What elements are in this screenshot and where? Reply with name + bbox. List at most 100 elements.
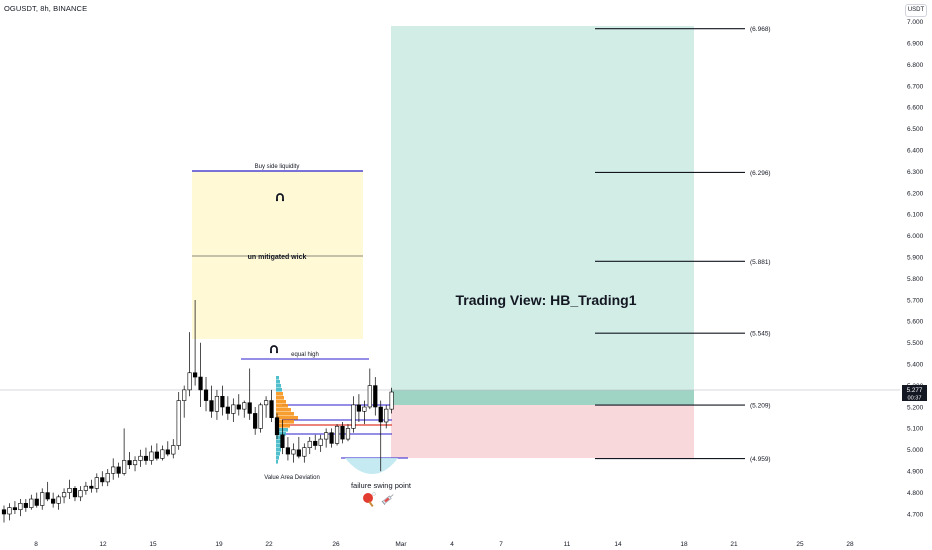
- price-tick-label: 6.800: [907, 62, 924, 69]
- candle-body: [367, 385, 372, 408]
- target-level-label: (4.959): [750, 456, 771, 463]
- time-tick-label: 19: [215, 541, 223, 548]
- candle-body: [105, 473, 110, 483]
- candle: [18, 499, 23, 517]
- candle-body: [313, 440, 318, 446]
- candle-body: [351, 404, 356, 429]
- entry-band: [391, 390, 694, 405]
- candle: [198, 342, 203, 407]
- candle-body: [258, 404, 263, 429]
- candle-body: [318, 438, 323, 446]
- candle: [12, 501, 18, 514]
- ping-pong-icon: [363, 492, 376, 508]
- profile-bar: [276, 376, 279, 380]
- candle: [187, 332, 192, 397]
- candle-body: [7, 507, 12, 515]
- candle: [209, 385, 214, 418]
- candles-group: [1, 300, 394, 523]
- candle: [34, 492, 39, 508]
- candle: [203, 377, 209, 412]
- time-tick-label: 18: [680, 541, 688, 548]
- candle: [127, 451, 132, 470]
- price-tick-label: 6.300: [907, 169, 924, 176]
- volume-profile: [276, 376, 298, 464]
- candle-body: [214, 395, 220, 412]
- profile-bar: [276, 424, 290, 428]
- candle: [285, 436, 291, 461]
- candle: [362, 400, 367, 425]
- time-axis[interactable]: 8 12 15 19 22 26 Mar 4 7 11 14 18 21 25 28: [34, 541, 854, 548]
- profile-bar: [276, 384, 281, 388]
- candle: [351, 396, 356, 433]
- candle-body: [242, 402, 247, 410]
- candle-body: [29, 498, 34, 508]
- candle: [61, 488, 67, 504]
- candle: [378, 400, 383, 472]
- profile-bar: [276, 392, 283, 396]
- candle: [116, 462, 121, 478]
- target-level-label: (5.881): [750, 259, 771, 266]
- candle: [389, 387, 394, 414]
- syringe-icon: [381, 494, 394, 505]
- price-tick-label: 5.700: [907, 297, 924, 304]
- time-tick-label: 22: [265, 541, 273, 548]
- profile-bar: [276, 444, 282, 448]
- candle-body: [302, 447, 307, 457]
- candle-body: [362, 406, 367, 412]
- price-axis[interactable]: 4.7004.8004.9005.0005.1005.2005.3005.400…: [907, 19, 924, 518]
- price-tick-label: 5.900: [907, 255, 924, 262]
- candle: [269, 389, 274, 422]
- candle: [280, 419, 285, 455]
- candle-body: [116, 466, 121, 474]
- candle-body: [165, 449, 170, 455]
- price-tick-label: 6.600: [907, 105, 924, 112]
- failure-swing-label: failure swing point: [351, 481, 412, 490]
- candle: [111, 458, 116, 480]
- candle-body: [373, 385, 378, 408]
- candle-body: [187, 372, 192, 391]
- currency-badge[interactable]: USDT: [905, 4, 927, 17]
- buy-side-liquidity-label: Buy side liquidity: [255, 164, 300, 170]
- candle: [318, 434, 323, 452]
- unmitigated-wick-label: un mitigated wick: [248, 254, 307, 261]
- candle: [242, 400, 247, 418]
- candle: [7, 503, 12, 521]
- candle-body: [45, 492, 50, 500]
- candle: [356, 394, 362, 422]
- candle: [56, 494, 61, 510]
- candle: [225, 396, 230, 420]
- candle: [171, 439, 176, 459]
- candle: [105, 469, 110, 487]
- candle-body: [285, 447, 291, 455]
- candle-body: [94, 477, 99, 489]
- candle: [384, 404, 389, 429]
- candle-body: [51, 498, 56, 504]
- candle: [72, 486, 78, 502]
- profile-bar: [276, 456, 279, 460]
- candle-body: [253, 413, 258, 429]
- price-tick-label: 6.900: [907, 41, 924, 48]
- candle: [160, 445, 165, 461]
- candle-body: [72, 488, 78, 498]
- time-tick-label: 8: [34, 541, 38, 548]
- price-tick-label: 5.500: [907, 340, 924, 347]
- candle: [307, 436, 312, 455]
- price-tick-label: 5.400: [907, 362, 924, 369]
- time-tick-label: 28: [846, 541, 854, 548]
- candle-body: [100, 477, 105, 483]
- candle-body: [122, 460, 127, 474]
- candle: [214, 389, 220, 420]
- time-tick-label: 25: [796, 541, 804, 548]
- candle-body: [329, 432, 334, 444]
- candle: [313, 434, 318, 450]
- candle-body: [176, 400, 181, 446]
- time-tick-label: 26: [332, 541, 340, 548]
- profile-bar: [276, 396, 284, 400]
- candle-body: [127, 460, 132, 466]
- candle: [78, 486, 83, 502]
- candle-body: [231, 404, 236, 414]
- candle-body: [160, 449, 165, 459]
- candle: [291, 443, 296, 463]
- candle-body: [247, 402, 252, 414]
